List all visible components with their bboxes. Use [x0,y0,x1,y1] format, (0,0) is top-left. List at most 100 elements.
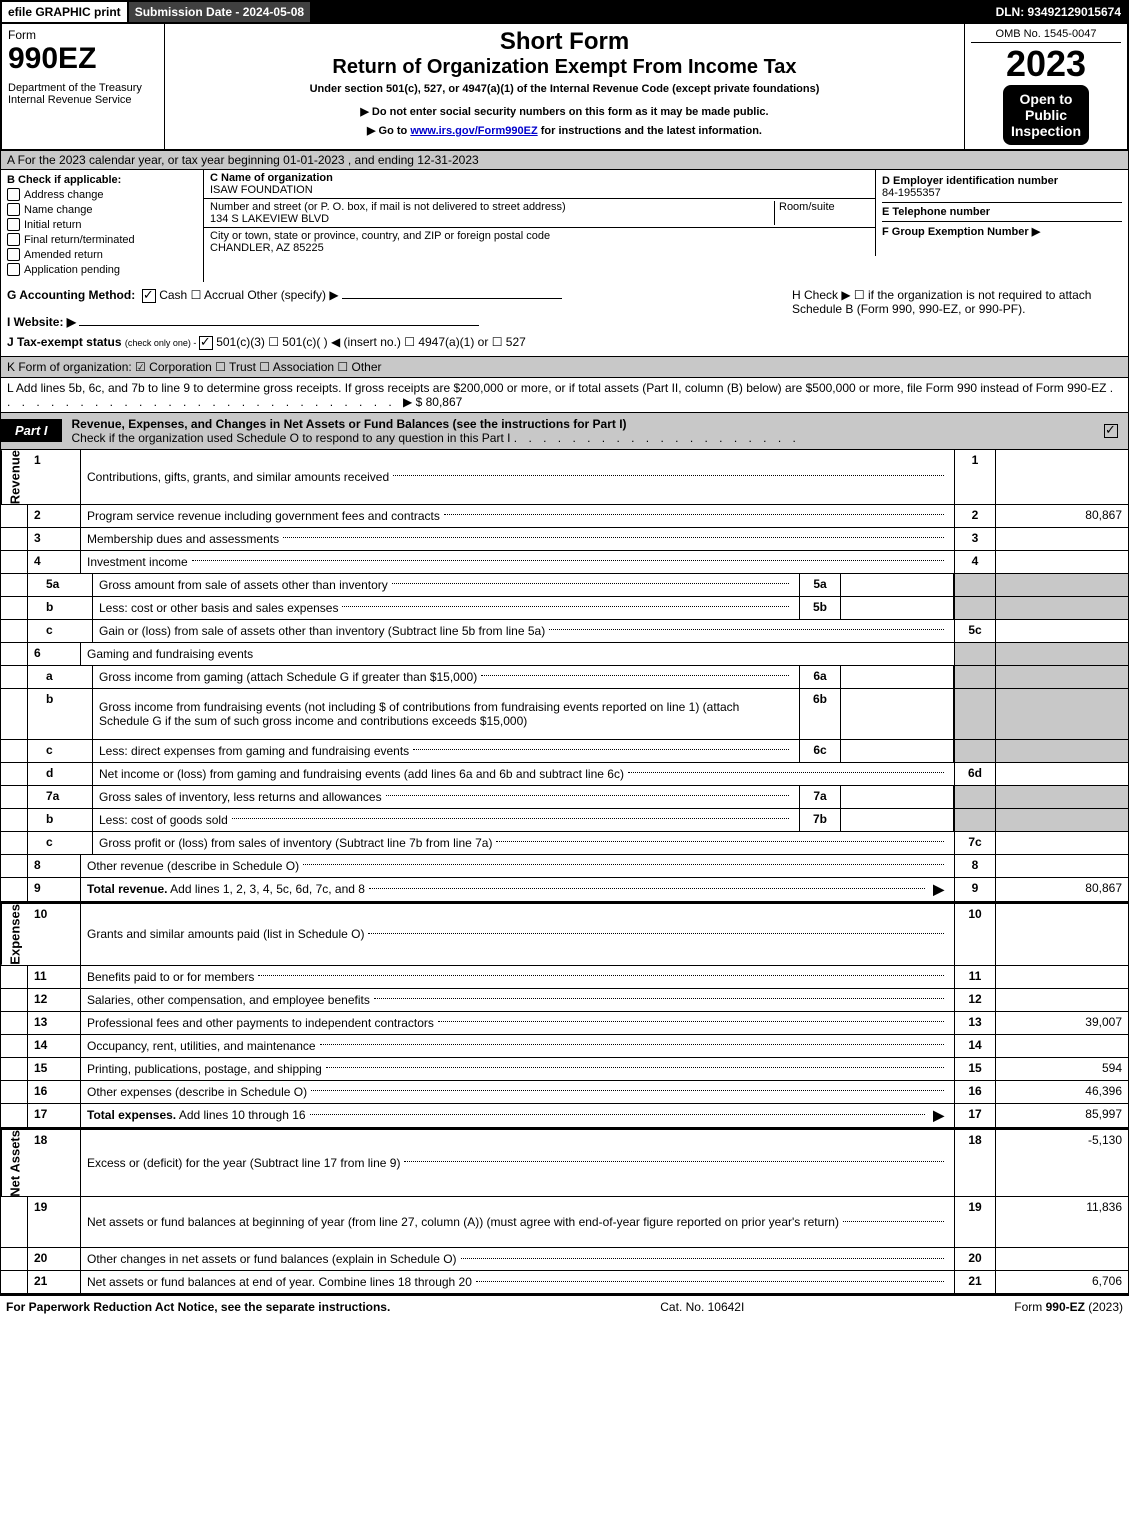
line-description: Grants and similar amounts paid (list in… [81,904,954,965]
short-form-title: Short Form [173,28,956,56]
gij-left: G Accounting Method: Cash ☐ Accrual Othe… [7,288,762,350]
line-number: c [28,620,93,642]
open-to-public-badge: Open to Public Inspection [1003,85,1089,145]
line-description: Occupancy, rent, utilities, and maintena… [81,1035,954,1057]
line-value [995,1248,1128,1270]
mid-line-number: 6c [799,740,841,762]
chk-amended-return[interactable]: Amended return [7,248,197,261]
mid-line-value [841,574,954,596]
line-description: Gross sales of inventory, less returns a… [93,786,799,808]
d-ein: D Employer identification number 84-1955… [882,172,1122,203]
side-label: Expenses [1,904,28,965]
submission-date: Submission Date - 2024-05-08 [129,2,312,22]
g-specify-line[interactable] [342,298,562,299]
side-spacer [1,597,28,619]
chk-label: Address change [24,189,104,201]
mid-line-value [841,689,954,739]
line-tag [954,740,995,762]
side-label: Revenue [1,450,28,504]
line-tag: 19 [954,1197,995,1247]
line-value [995,450,1128,504]
line-tag [954,643,995,665]
line-value [995,643,1128,665]
website-line[interactable] [79,325,479,326]
chk-application-pending[interactable]: Application pending [7,263,197,276]
line-number: 9 [28,878,81,901]
mid-line-value [841,666,954,688]
side-spacer [1,689,28,739]
line-number: 6 [28,643,81,665]
line-value: 46,396 [995,1081,1128,1103]
part1-sub: Check if the organization used Schedule … [72,431,511,445]
header-right: OMB No. 1545-0047 2023 Open to Public In… [964,24,1127,149]
line-tag: 1 [954,450,995,504]
open-line2: Public [1011,107,1081,123]
line-description: Benefits paid to or for members [81,966,954,988]
checkbox-icon [7,203,20,216]
mid-line-value [841,786,954,808]
line-description: Gross amount from sale of assets other t… [93,574,799,596]
chk-initial-return[interactable]: Initial return [7,218,197,231]
line-description: Net income or (loss) from gaming and fun… [93,763,954,785]
line-description: Less: direct expenses from gaming and fu… [93,740,799,762]
j-tax-exempt: J Tax-exempt status (check only one) - 5… [7,335,762,350]
line-value [995,666,1128,688]
open-line1: Open to [1011,91,1081,107]
chk-name-change[interactable]: Name change [7,203,197,216]
checkbox-icon [7,248,20,261]
mid-line-number: 6b [799,689,841,739]
efile-print[interactable]: efile GRAPHIC print [2,2,129,22]
header-left: Form 990EZ Department of the Treasury In… [2,24,165,149]
c-city-hdr: City or town, state or province, country… [210,230,550,242]
line-number: 17 [28,1104,81,1127]
chk-final-return[interactable]: Final return/terminated [7,233,197,246]
side-spacer [1,1081,28,1103]
l-amount: ▶ $ 80,867 [403,395,462,409]
line-description: Excess or (deficit) for the year (Subtra… [81,1130,954,1197]
checkbox-checked-icon[interactable] [142,289,156,303]
arrow-icon: ▶ [929,1107,948,1124]
checkbox-icon [7,233,20,246]
line-number: 21 [28,1271,81,1293]
line-number: 1 [28,450,81,504]
line-tag: 2 [954,505,995,527]
line-number: 2 [28,505,81,527]
chk-label: Application pending [24,264,120,276]
checkbox-icon [7,263,20,276]
i-label: I Website: ▶ [7,315,76,329]
line-description: Contributions, gifts, grants, and simila… [81,450,954,504]
ghij-row: G Accounting Method: Cash ☐ Accrual Othe… [0,282,1129,357]
irs-link[interactable]: www.irs.gov/Form990EZ [410,125,537,137]
line-tag: 6d [954,763,995,785]
line-description: Less: cost or other basis and sales expe… [93,597,799,619]
checkbox-checked-icon[interactable] [199,336,213,350]
line-tag: 7c [954,832,995,854]
line-value: 85,997 [995,1104,1128,1127]
bcdef-row: B Check if applicable: Address change Na… [0,170,1129,282]
mid-line-number: 5a [799,574,841,596]
line-value [995,551,1128,573]
line-tag [954,809,995,831]
side-spacer [1,1012,28,1034]
line-tag: 15 [954,1058,995,1080]
line-tag [954,666,995,688]
chk-label: Final return/terminated [24,234,135,246]
line-tag [954,597,995,619]
schedule-o-checkbox-icon[interactable] [1104,424,1118,438]
dept-treasury: Department of the Treasury [8,82,158,94]
line-tag [954,574,995,596]
line-value: 594 [995,1058,1128,1080]
g-label: G Accounting Method: [7,288,135,302]
chk-address-change[interactable]: Address change [7,188,197,201]
section-c: C Name of organization ISAW FOUNDATION N… [204,170,876,282]
tel-hdr: E Telephone number [882,206,990,218]
line-description: Salaries, other compensation, and employ… [81,989,954,1011]
line-number: 7a [28,786,93,808]
mid-line-number: 7b [799,809,841,831]
mid-line-number: 6a [799,666,841,688]
revenue-grid: Revenue1Contributions, gifts, grants, an… [0,450,1129,902]
line-value [995,832,1128,854]
f-group-exemption: F Group Exemption Number ▶ [882,222,1122,241]
checkbox-icon [7,188,20,201]
b-header: B Check if applicable: [7,174,197,186]
